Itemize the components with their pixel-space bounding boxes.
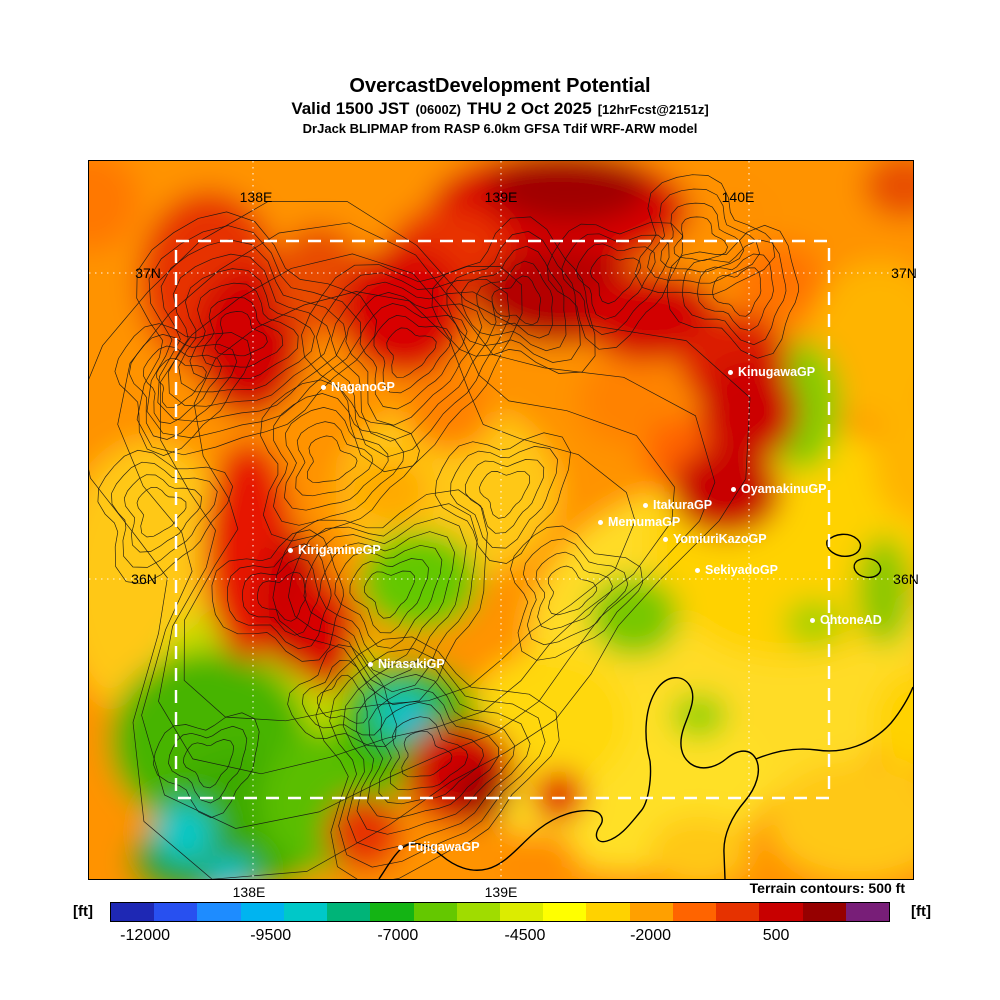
forecast-map: 138E 139E 140E 138E 139E 37N 36N 37N 36N NaganoG… (88, 160, 919, 900)
valid-line: Valid 1500 JST (0600Z) THU 2 Oct 2025 [12hr… (0, 99, 1000, 119)
colorbar-segment (111, 903, 155, 921)
map-field-svg (89, 161, 913, 879)
colorbar-tick: -7000 (377, 927, 419, 944)
colorbar-segment (456, 903, 500, 921)
colorbar-tick: -4500 (504, 927, 546, 944)
colorbar-segment (240, 903, 284, 921)
valid-time: Valid 1500 JST (291, 99, 410, 118)
terrain-contours-note: Terrain contours: 500 ft (749, 880, 905, 896)
grid-label-bottom-1: 139E (484, 884, 518, 900)
forecast-tag: [12hrFcst@2151z] (597, 102, 709, 117)
terrain-contours (89, 174, 799, 879)
colorbar-segment (283, 903, 328, 921)
colorbar-segment (413, 903, 457, 921)
valid-date: THU 2 Oct 2025 (466, 99, 592, 118)
colorbar-unit-left: [ft] (73, 903, 93, 920)
colorbar-ticks: -12000 -9500 -7000 -4500 -2000 500 (110, 927, 890, 949)
colorbar-tick: 500 (762, 927, 790, 944)
coastline (378, 533, 913, 879)
colorbar-segment (802, 903, 846, 921)
colorbar-segment (629, 903, 673, 921)
colorbar-segment (845, 903, 889, 921)
colorbar-segment (370, 903, 414, 921)
colorbar-segment (586, 903, 630, 921)
grid-label-bottom-0: 138E (232, 884, 266, 900)
colorbar-segment (543, 903, 587, 921)
colorbar-segment (499, 903, 544, 921)
colorbar-segment (197, 903, 241, 921)
latlon-gridlines (89, 161, 913, 879)
colorbar-segment (716, 903, 760, 921)
colorbar-segment (327, 903, 371, 921)
colorbar-tick: -2000 (630, 927, 671, 944)
colorbar-tick: -9500 (250, 927, 292, 944)
model-domain-box (174, 239, 831, 800)
colorbar-tick: -12000 (120, 927, 171, 944)
colorbar-segment (672, 903, 717, 921)
colorbar-segment (759, 903, 803, 921)
colorbar-unit-right: [ft] (911, 903, 931, 920)
model-line: DrJack BLIPMAP from RASP 6.0km GFSA Tdif… (302, 121, 698, 136)
valid-zulu: (0600Z) (415, 102, 461, 117)
colorbar-segment (154, 903, 198, 921)
page-title: OvercastDevelopment Potential (349, 75, 651, 97)
colorbar (110, 902, 890, 922)
